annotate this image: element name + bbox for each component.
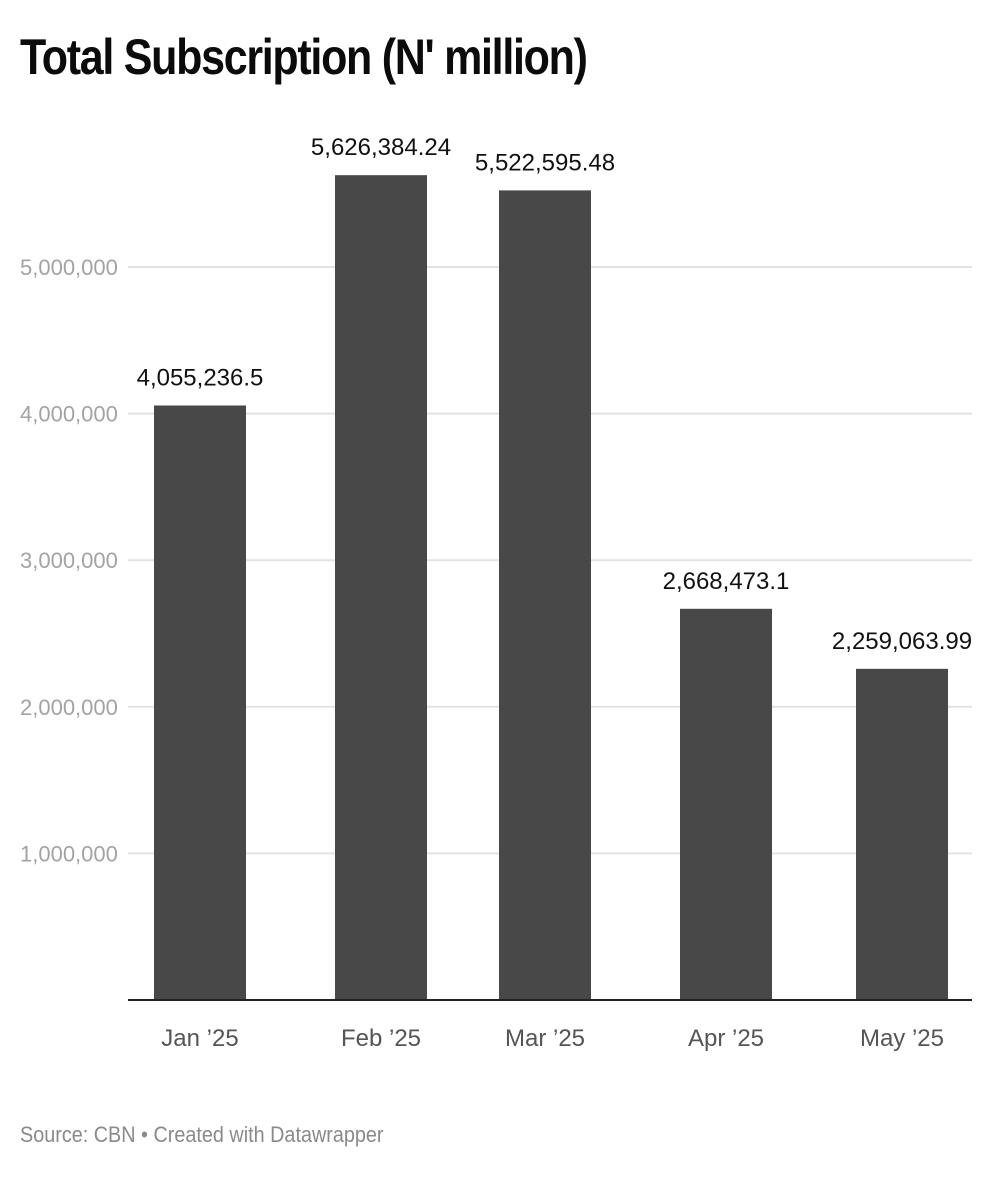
y-tick-label: 1,000,000 xyxy=(20,841,118,866)
bar xyxy=(154,405,246,1000)
bars xyxy=(154,175,948,1001)
x-tick-label: Mar ’25 xyxy=(505,1025,585,1052)
bar xyxy=(335,175,427,1001)
data-label: 4,055,236.5 xyxy=(137,365,264,392)
chart-title: Total Subscription (N' million) xyxy=(20,29,588,85)
y-tick-label: 3,000,000 xyxy=(20,548,118,573)
data-label: 5,626,384.24 xyxy=(311,134,451,161)
x-tick-label: May ’25 xyxy=(860,1025,944,1052)
data-labels: 4,055,236.5 5,626,384.24 5,522,595.48 2,668… xyxy=(137,134,972,655)
data-label: 5,522,595.48 xyxy=(475,149,615,176)
data-label: 2,259,063.99 xyxy=(832,628,972,655)
y-tick-label: 2,000,000 xyxy=(20,695,118,720)
data-label: 2,668,473.1 xyxy=(663,568,790,595)
bar xyxy=(856,668,948,1000)
y-tick-label: 5,000,000 xyxy=(20,255,118,280)
source-footer: Source: CBN • Created with Datawrapper xyxy=(20,1122,384,1147)
bar xyxy=(499,190,591,1000)
x-tick-label: Jan ’25 xyxy=(161,1025,238,1052)
y-tick-label: 4,000,000 xyxy=(20,402,118,427)
x-axis-tick-labels: Jan ’25 Feb ’25 Mar ’25 Apr ’25 May ’25 xyxy=(161,1025,944,1052)
y-axis-tick-labels: 1,000,000 2,000,000 3,000,000 4,000,000 5,00… xyxy=(20,255,118,866)
x-tick-label: Apr ’25 xyxy=(688,1025,764,1052)
bar xyxy=(680,608,772,1000)
x-tick-label: Feb ’25 xyxy=(341,1025,421,1052)
